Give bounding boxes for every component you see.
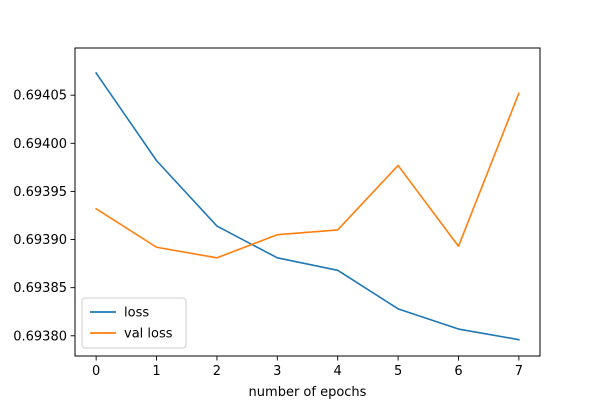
y-tick-label-4: 0.69400	[13, 137, 67, 152]
legend: loss val loss	[81, 297, 187, 349]
x-tick-label-4: 4	[334, 364, 342, 379]
y-tick-label-5: 0.69405	[13, 89, 67, 104]
legend-label-0: loss	[124, 306, 149, 321]
x-tick-label-1: 1	[152, 364, 160, 379]
series-line-0	[95, 71, 520, 341]
x-tick-label-7: 7	[515, 364, 523, 379]
x-axis-label: number of epochs	[249, 385, 367, 400]
x-tick-label-2: 2	[213, 364, 221, 379]
series-line-1	[95, 92, 520, 259]
y-tick-label-0: 0.69380	[13, 329, 67, 344]
ticks-layer: 0 1 2 3 4 5 6 7 0.69380 0.69385 0.69390 0.69395 0.69…	[13, 89, 523, 379]
y-tick-label-1: 0.69385	[13, 281, 67, 296]
x-tick-label-0: 0	[92, 364, 100, 379]
plot-frame	[74, 47, 541, 357]
x-tick-label-3: 3	[273, 364, 281, 379]
y-tick-label-3: 0.69395	[13, 185, 67, 200]
x-tick-label-6: 6	[454, 364, 462, 379]
y-tick-label-2: 0.69390	[13, 233, 67, 248]
series-layer	[95, 71, 520, 341]
legend-label-1: val loss	[124, 327, 173, 342]
legend-box	[81, 297, 187, 349]
x-tick-label-5: 5	[394, 364, 402, 379]
